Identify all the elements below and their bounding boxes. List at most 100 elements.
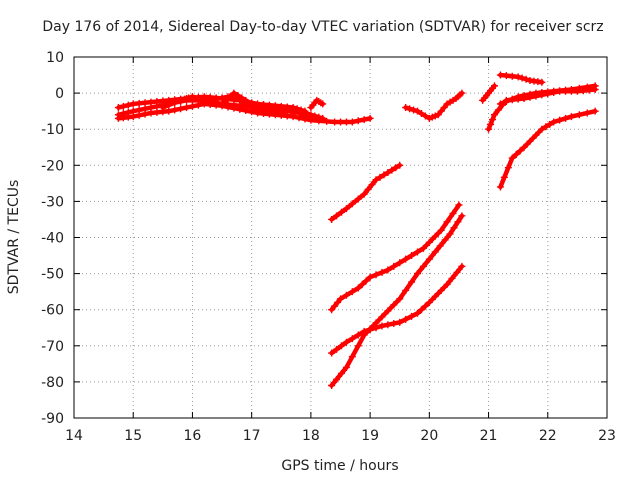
data-point	[299, 111, 307, 119]
y-tick-label: -40	[41, 231, 64, 247]
data-point	[348, 118, 356, 126]
data-point	[183, 104, 191, 112]
data-point	[242, 96, 250, 104]
data-point	[135, 111, 143, 119]
data-point	[380, 171, 388, 179]
data-point	[230, 104, 238, 112]
data-point	[354, 284, 362, 292]
data-point	[342, 363, 350, 371]
data-point	[354, 342, 362, 350]
data-point	[496, 71, 504, 79]
data-point	[431, 232, 439, 240]
y-tick-label: -90	[41, 411, 64, 427]
data-point	[508, 95, 516, 103]
data-point	[402, 104, 410, 112]
data-point	[518, 74, 526, 82]
data-point	[319, 100, 327, 108]
data-point	[434, 111, 442, 119]
data-point	[295, 109, 303, 117]
data-point	[354, 117, 362, 125]
data-point	[159, 97, 167, 105]
data-point	[417, 306, 425, 314]
data-point	[490, 111, 498, 119]
data-point	[502, 98, 510, 106]
data-point	[354, 195, 362, 203]
data-point	[342, 291, 350, 299]
data-point	[384, 266, 392, 274]
data-point	[489, 116, 497, 124]
data-point	[500, 173, 508, 181]
data-point	[206, 96, 214, 104]
data-point	[337, 208, 345, 216]
data-point	[119, 102, 127, 110]
data-point	[342, 338, 350, 346]
x-tick-label: 14	[65, 428, 83, 444]
data-point	[419, 244, 427, 252]
data-point	[342, 205, 350, 213]
y-tick-label: 0	[55, 86, 64, 102]
data-point	[328, 306, 336, 314]
data-point	[544, 88, 552, 96]
data-point	[532, 131, 540, 139]
data-point	[368, 181, 376, 189]
data-point	[337, 295, 344, 303]
data-point	[360, 116, 368, 124]
x-tick-label: 17	[243, 428, 261, 444]
y-tick-label: -20	[41, 158, 64, 174]
data-point	[550, 118, 558, 126]
data-point	[390, 301, 398, 309]
data-point	[408, 278, 416, 286]
data-point	[372, 324, 380, 332]
data-point	[181, 95, 189, 103]
data-point	[360, 190, 368, 198]
data-point	[583, 83, 591, 91]
data-point	[396, 318, 404, 326]
data-point	[542, 123, 550, 131]
series-track-6	[402, 89, 466, 122]
data-point	[458, 212, 466, 220]
data-point	[376, 173, 384, 181]
data-point	[446, 230, 454, 238]
data-point	[265, 101, 273, 109]
data-point	[487, 120, 495, 128]
data-point	[504, 164, 512, 172]
data-point	[171, 99, 179, 107]
data-point	[212, 95, 220, 103]
series-line	[329, 213, 465, 388]
data-point	[508, 154, 516, 162]
data-point	[431, 248, 439, 256]
data-point	[458, 262, 466, 270]
data-point	[546, 120, 554, 128]
data-point	[413, 248, 421, 256]
series-line	[329, 163, 402, 222]
data-point	[360, 327, 368, 335]
y-tick-label: -10	[41, 122, 64, 138]
data-point	[390, 262, 398, 270]
data-point	[562, 86, 570, 94]
data-point	[567, 113, 575, 121]
data-point	[224, 103, 232, 111]
data-point	[328, 382, 336, 390]
data-point	[496, 183, 504, 191]
y-tick-label: -80	[41, 375, 64, 391]
data-point	[372, 271, 380, 279]
data-point	[303, 113, 311, 121]
data-point	[425, 255, 433, 263]
data-point	[583, 109, 591, 117]
data-point	[188, 102, 196, 110]
data-point	[366, 273, 374, 281]
data-point	[222, 96, 230, 104]
data-point	[348, 200, 356, 208]
data-point	[141, 110, 149, 118]
data-point	[417, 110, 425, 118]
data-point	[114, 104, 122, 112]
data-point	[538, 88, 546, 96]
data-point	[532, 89, 540, 97]
data-point	[449, 209, 457, 217]
data-point	[437, 107, 445, 115]
data-point	[218, 94, 226, 102]
data-point	[455, 201, 463, 209]
data-point	[512, 150, 520, 158]
data-point	[230, 89, 238, 97]
data-point	[362, 277, 370, 285]
